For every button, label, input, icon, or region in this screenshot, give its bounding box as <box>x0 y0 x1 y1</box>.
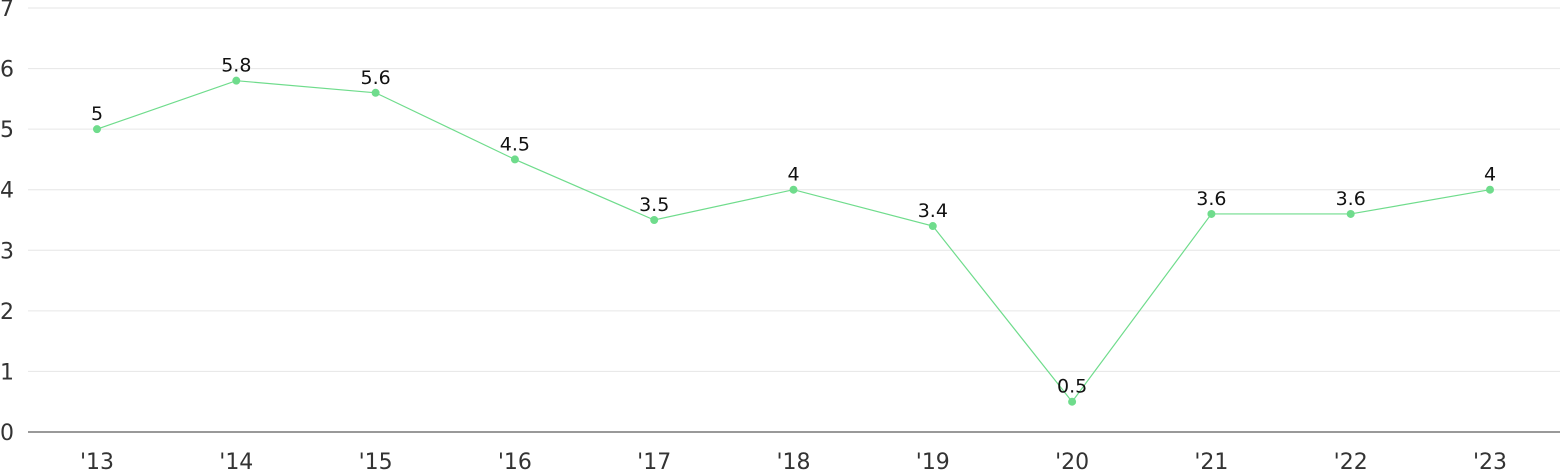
data-point <box>510 155 519 164</box>
x-tick-label: '21 <box>1194 450 1228 471</box>
data-point <box>928 222 937 231</box>
y-tick-label: 6 <box>0 58 14 83</box>
y-tick-label: 2 <box>0 300 14 325</box>
data-point <box>650 216 659 224</box>
data-point <box>1346 209 1355 218</box>
y-axis-ticks: 0 1 2 3 4 5 6 7 <box>0 0 14 446</box>
data-label: 4 <box>1484 164 1496 186</box>
data-point <box>371 88 380 97</box>
x-tick-label: '20 <box>1055 450 1089 471</box>
data-label: 3.6 <box>1196 188 1226 210</box>
data-label: 3.4 <box>918 200 948 222</box>
data-label: 5 <box>91 103 103 125</box>
gridlines <box>28 7 1560 372</box>
x-tick-label: '19 <box>916 450 950 471</box>
data-label: 5.8 <box>221 55 251 77</box>
x-tick-label: '23 <box>1473 450 1507 471</box>
y-tick-label: 4 <box>0 179 14 204</box>
y-tick-label: 0 <box>0 421 14 446</box>
data-point <box>1486 185 1494 194</box>
x-tick-label: '16 <box>498 450 532 471</box>
x-tick-label: '13 <box>80 450 114 471</box>
data-point <box>232 76 241 85</box>
data-point <box>789 185 798 194</box>
x-tick-label: '22 <box>1334 450 1368 471</box>
y-tick-label: 3 <box>0 239 14 264</box>
data-point <box>1207 209 1216 218</box>
data-point <box>93 125 101 134</box>
x-axis-ticks: '13 '14 '15 '16 '17 '18 '19 '20 '21 '22 '23 <box>80 450 1507 471</box>
data-label: 3.5 <box>639 194 669 216</box>
x-tick-label: '14 <box>219 450 253 471</box>
y-tick-label: 1 <box>0 360 14 385</box>
x-tick-label: '15 <box>359 450 393 471</box>
y-tick-label: 5 <box>0 118 14 143</box>
data-point <box>1068 397 1077 406</box>
data-label: 5.6 <box>360 67 390 89</box>
data-points <box>93 76 1494 406</box>
data-labels: 5 5.8 5.6 4.5 3.5 4 3.4 0.5 3.6 3.6 4 <box>91 55 1496 398</box>
data-label: 0.5 <box>1057 376 1087 398</box>
y-tick-label: 7 <box>0 0 14 22</box>
x-tick-label: '17 <box>637 450 671 471</box>
x-tick-label: '18 <box>776 450 810 471</box>
data-label: 4 <box>787 164 799 186</box>
data-label: 3.6 <box>1336 188 1366 210</box>
data-label: 4.5 <box>500 133 530 155</box>
